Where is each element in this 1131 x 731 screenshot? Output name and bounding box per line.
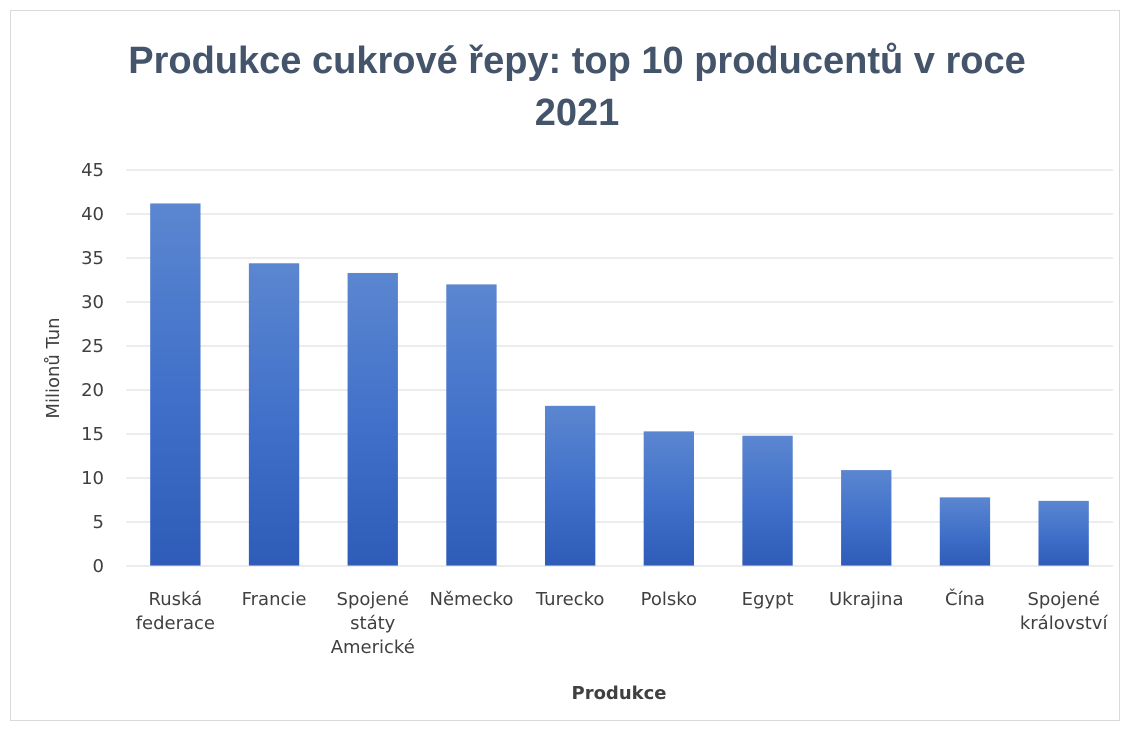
bar — [939, 497, 991, 566]
x-category-label: Ruská — [149, 589, 203, 610]
bar — [150, 203, 201, 566]
bar — [841, 470, 892, 566]
chart-frame: Produkce cukrové řepy: top 10 producentů… — [10, 10, 1120, 721]
y-tick-label: 5 — [93, 512, 104, 533]
bar — [347, 272, 398, 566]
y-tick-label: 35 — [81, 248, 104, 269]
y-tick-label: 45 — [81, 160, 104, 181]
x-category-label: Egypt — [742, 589, 794, 610]
y-axis-title: Milionů Tun — [43, 317, 64, 418]
x-category-label: Čína — [945, 588, 985, 610]
bar — [1038, 500, 1089, 566]
x-category-label: Americké — [331, 637, 415, 658]
chart-title-line-1: Produkce cukrové řepy: top 10 producentů… — [128, 40, 1025, 82]
x-category-label: Spojené — [1027, 589, 1099, 610]
x-category-label: Ukrajina — [829, 589, 903, 610]
chart-title: Produkce cukrové řepy: top 10 producentů… — [128, 40, 1025, 134]
bar — [643, 431, 695, 566]
bar — [446, 284, 497, 566]
x-category-label: Německo — [430, 589, 514, 610]
bars — [150, 203, 1089, 566]
y-tick-label: 20 — [81, 380, 104, 401]
x-category-label: království — [1020, 613, 1109, 634]
x-category-label: Spojené — [337, 589, 409, 610]
chart-title-line-2: 2021 — [535, 92, 620, 134]
bar — [544, 405, 596, 566]
bar — [742, 435, 793, 566]
x-category-label: státy — [350, 613, 396, 634]
y-tick-label: 30 — [81, 292, 104, 313]
y-axis-ticks: 0 5 10 15 20 25 30 35 40 45 — [81, 160, 104, 577]
x-category-label: federace — [136, 613, 215, 634]
y-tick-label: 15 — [81, 424, 104, 445]
x-category-label: Polsko — [641, 589, 697, 610]
x-category-label: Turecko — [535, 589, 604, 610]
y-tick-label: 25 — [81, 336, 104, 357]
bar-chart: Produkce cukrové řepy: top 10 producentů… — [43, 40, 1113, 704]
bar — [248, 263, 300, 566]
y-tick-label: 0 — [93, 556, 104, 577]
x-axis-title: Produkce — [572, 683, 667, 704]
x-category-label: Francie — [242, 589, 307, 610]
y-tick-label: 40 — [81, 204, 104, 225]
x-axis-categories: Ruská federace Francie Spojené státy Americké… — [136, 588, 1109, 658]
y-tick-label: 10 — [81, 468, 104, 489]
